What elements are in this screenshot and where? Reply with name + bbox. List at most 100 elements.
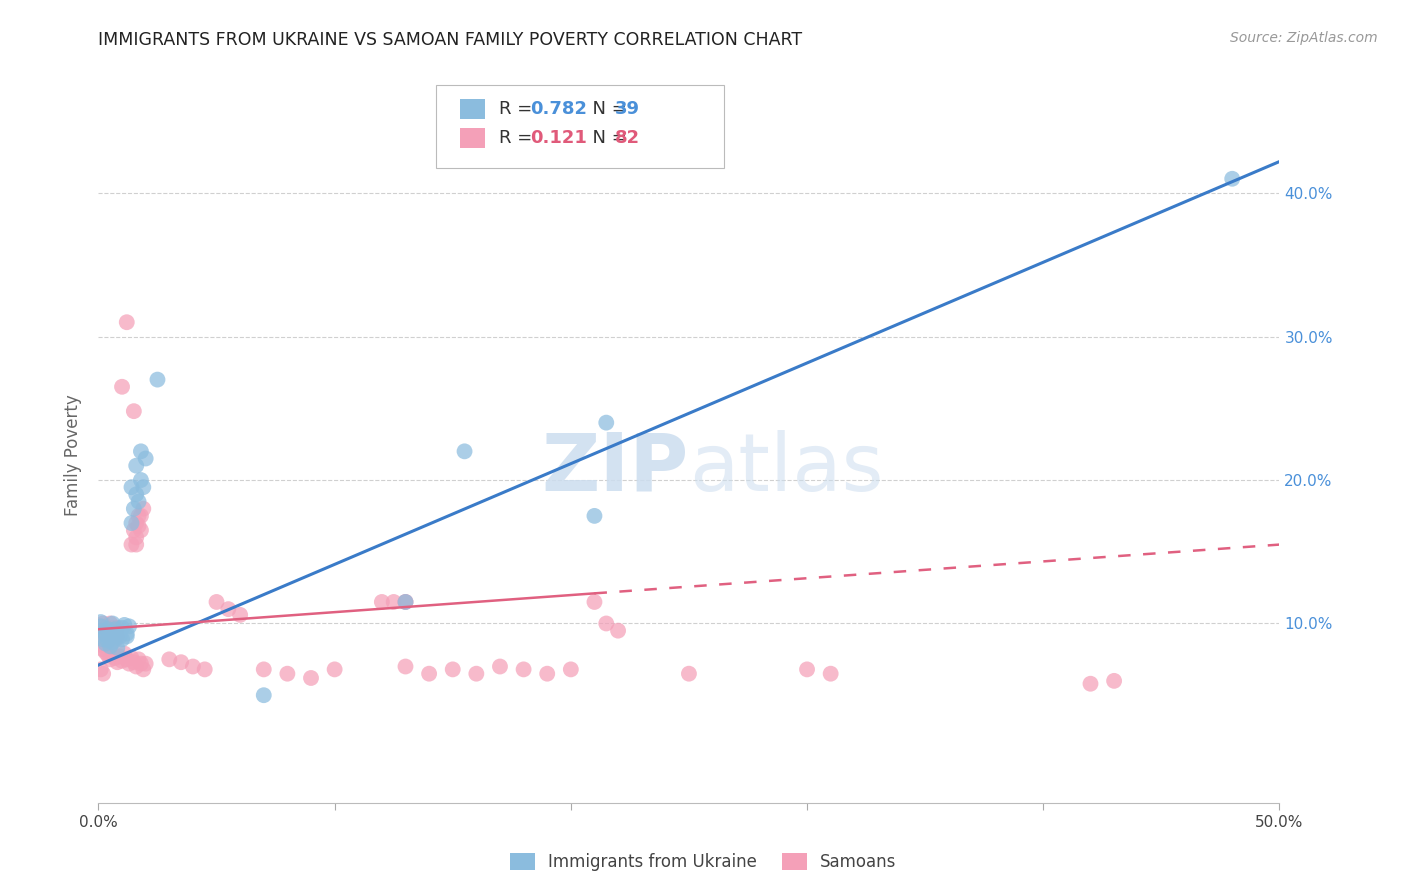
Point xyxy=(91,624,114,638)
Point xyxy=(104,651,127,665)
Point xyxy=(118,619,141,633)
Point xyxy=(129,523,152,537)
Point xyxy=(94,645,117,659)
Point xyxy=(253,662,276,676)
Point xyxy=(112,618,135,632)
Point xyxy=(129,657,152,671)
Point xyxy=(105,626,128,640)
Point xyxy=(194,662,217,676)
Point xyxy=(101,629,124,643)
Point xyxy=(125,530,148,544)
Text: R =: R = xyxy=(499,100,538,118)
Point xyxy=(595,416,617,430)
Point xyxy=(98,652,121,666)
Point xyxy=(121,480,143,494)
Point xyxy=(132,501,155,516)
Point xyxy=(101,647,124,661)
Point xyxy=(157,652,180,666)
Point xyxy=(125,659,148,673)
Point xyxy=(125,538,148,552)
Point xyxy=(111,380,134,394)
Point xyxy=(583,595,606,609)
Point xyxy=(112,647,135,661)
Point xyxy=(115,652,138,666)
Point xyxy=(128,652,150,666)
Point xyxy=(90,662,112,676)
Point xyxy=(104,633,127,648)
Point xyxy=(105,629,128,643)
Point xyxy=(104,626,127,640)
Point xyxy=(115,626,138,640)
Point xyxy=(91,666,114,681)
Point xyxy=(299,671,322,685)
Text: 82: 82 xyxy=(614,129,640,147)
Point xyxy=(121,538,143,552)
Point xyxy=(453,444,475,458)
Point xyxy=(97,633,120,648)
Point xyxy=(101,616,124,631)
Point xyxy=(105,655,128,669)
Point xyxy=(118,657,141,671)
Text: ZIP: ZIP xyxy=(541,430,689,508)
Point xyxy=(371,595,394,609)
Point xyxy=(90,625,112,640)
Point xyxy=(441,662,464,676)
Text: N =: N = xyxy=(581,100,633,118)
Point xyxy=(115,629,138,643)
Point xyxy=(98,640,121,654)
Point xyxy=(129,473,152,487)
Point xyxy=(122,404,145,418)
Text: 0.782: 0.782 xyxy=(530,100,588,118)
Text: Source: ZipAtlas.com: Source: ZipAtlas.com xyxy=(1230,31,1378,45)
Text: N =: N = xyxy=(581,129,633,147)
Point xyxy=(129,444,152,458)
Point xyxy=(98,624,121,638)
Point xyxy=(125,487,148,501)
Point xyxy=(122,523,145,537)
Point xyxy=(132,662,155,676)
Point xyxy=(121,516,143,530)
Point xyxy=(129,508,152,523)
Point xyxy=(94,621,117,635)
Point xyxy=(98,616,121,631)
Point xyxy=(560,662,582,676)
Point xyxy=(122,655,145,669)
Point xyxy=(135,657,157,671)
Legend: Immigrants from Ukraine, Samoans: Immigrants from Ukraine, Samoans xyxy=(501,845,905,880)
Point xyxy=(1102,673,1125,688)
Point xyxy=(253,688,276,702)
Point xyxy=(125,458,148,473)
Point xyxy=(121,651,143,665)
Point xyxy=(90,638,112,652)
Point xyxy=(91,642,114,657)
Y-axis label: Family Poverty: Family Poverty xyxy=(65,394,83,516)
Point xyxy=(820,666,842,681)
Point xyxy=(94,628,117,642)
Point xyxy=(97,633,120,648)
Point xyxy=(595,616,617,631)
Point xyxy=(111,632,134,647)
Point xyxy=(91,616,114,631)
Point xyxy=(94,628,117,642)
Point xyxy=(101,621,124,635)
Point xyxy=(97,626,120,640)
Point xyxy=(128,519,150,533)
Point xyxy=(125,516,148,530)
Point xyxy=(394,595,416,609)
Point xyxy=(101,635,124,649)
Point xyxy=(465,666,488,681)
Point xyxy=(91,624,114,638)
Point xyxy=(418,666,440,681)
Point xyxy=(90,619,112,633)
Text: 0.121: 0.121 xyxy=(530,129,586,147)
Point xyxy=(98,625,121,640)
Point xyxy=(91,632,114,647)
Point xyxy=(146,373,169,387)
Point xyxy=(607,624,630,638)
Point xyxy=(229,607,252,622)
Point xyxy=(181,659,204,673)
Point xyxy=(122,501,145,516)
Point xyxy=(382,595,405,609)
Point xyxy=(135,451,157,466)
Point xyxy=(1220,171,1243,186)
